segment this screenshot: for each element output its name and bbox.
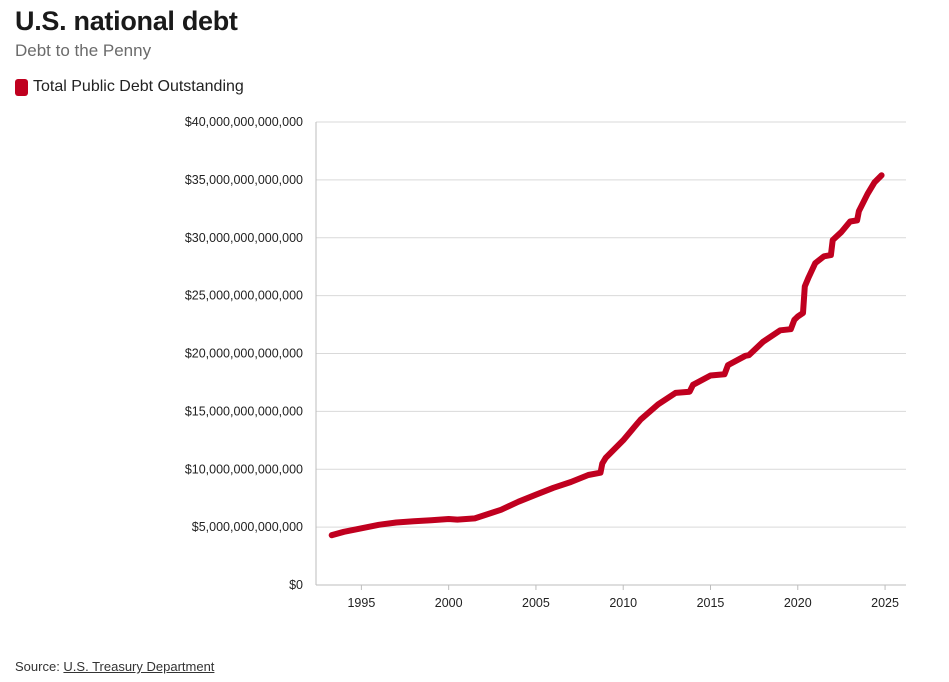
source-prefix: Source:	[15, 659, 64, 674]
chart-title: U.S. national debt	[15, 6, 238, 36]
y-tick-label: $35,000,000,000,000	[185, 173, 303, 187]
x-tick-label: 2005	[522, 596, 550, 610]
y-tick-label: $20,000,000,000,000	[185, 347, 303, 361]
y-tick-label: $40,000,000,000,000	[185, 115, 303, 129]
legend-label: Total Public Debt Outstanding	[33, 78, 244, 95]
x-tick-label: 2010	[609, 596, 637, 610]
source-link[interactable]: U.S. Treasury Department	[63, 659, 215, 674]
y-tick-label: $15,000,000,000,000	[185, 404, 303, 418]
source-note: Source: U.S. Treasury Department	[15, 659, 214, 674]
y-tick-label: $30,000,000,000,000	[185, 231, 303, 245]
series-line-total-public-debt	[328, 172, 885, 539]
y-tick-label: $25,000,000,000,000	[185, 289, 303, 303]
x-tick-label: 1995	[347, 596, 375, 610]
y-tick-label: $5,000,000,000,000	[192, 520, 303, 534]
x-tick-label: 2020	[784, 596, 812, 610]
y-tick-label: $10,000,000,000,000	[185, 462, 303, 476]
legend-swatch	[15, 78, 28, 96]
x-tick-label: 2015	[697, 596, 725, 610]
legend: Total Public Debt Outstanding	[15, 78, 244, 96]
x-tick-label: 2000	[435, 596, 463, 610]
x-tick-label: 2025	[871, 596, 899, 610]
chart-subtitle: Debt to the Penny	[15, 41, 152, 60]
y-tick-label: $0	[289, 578, 303, 592]
